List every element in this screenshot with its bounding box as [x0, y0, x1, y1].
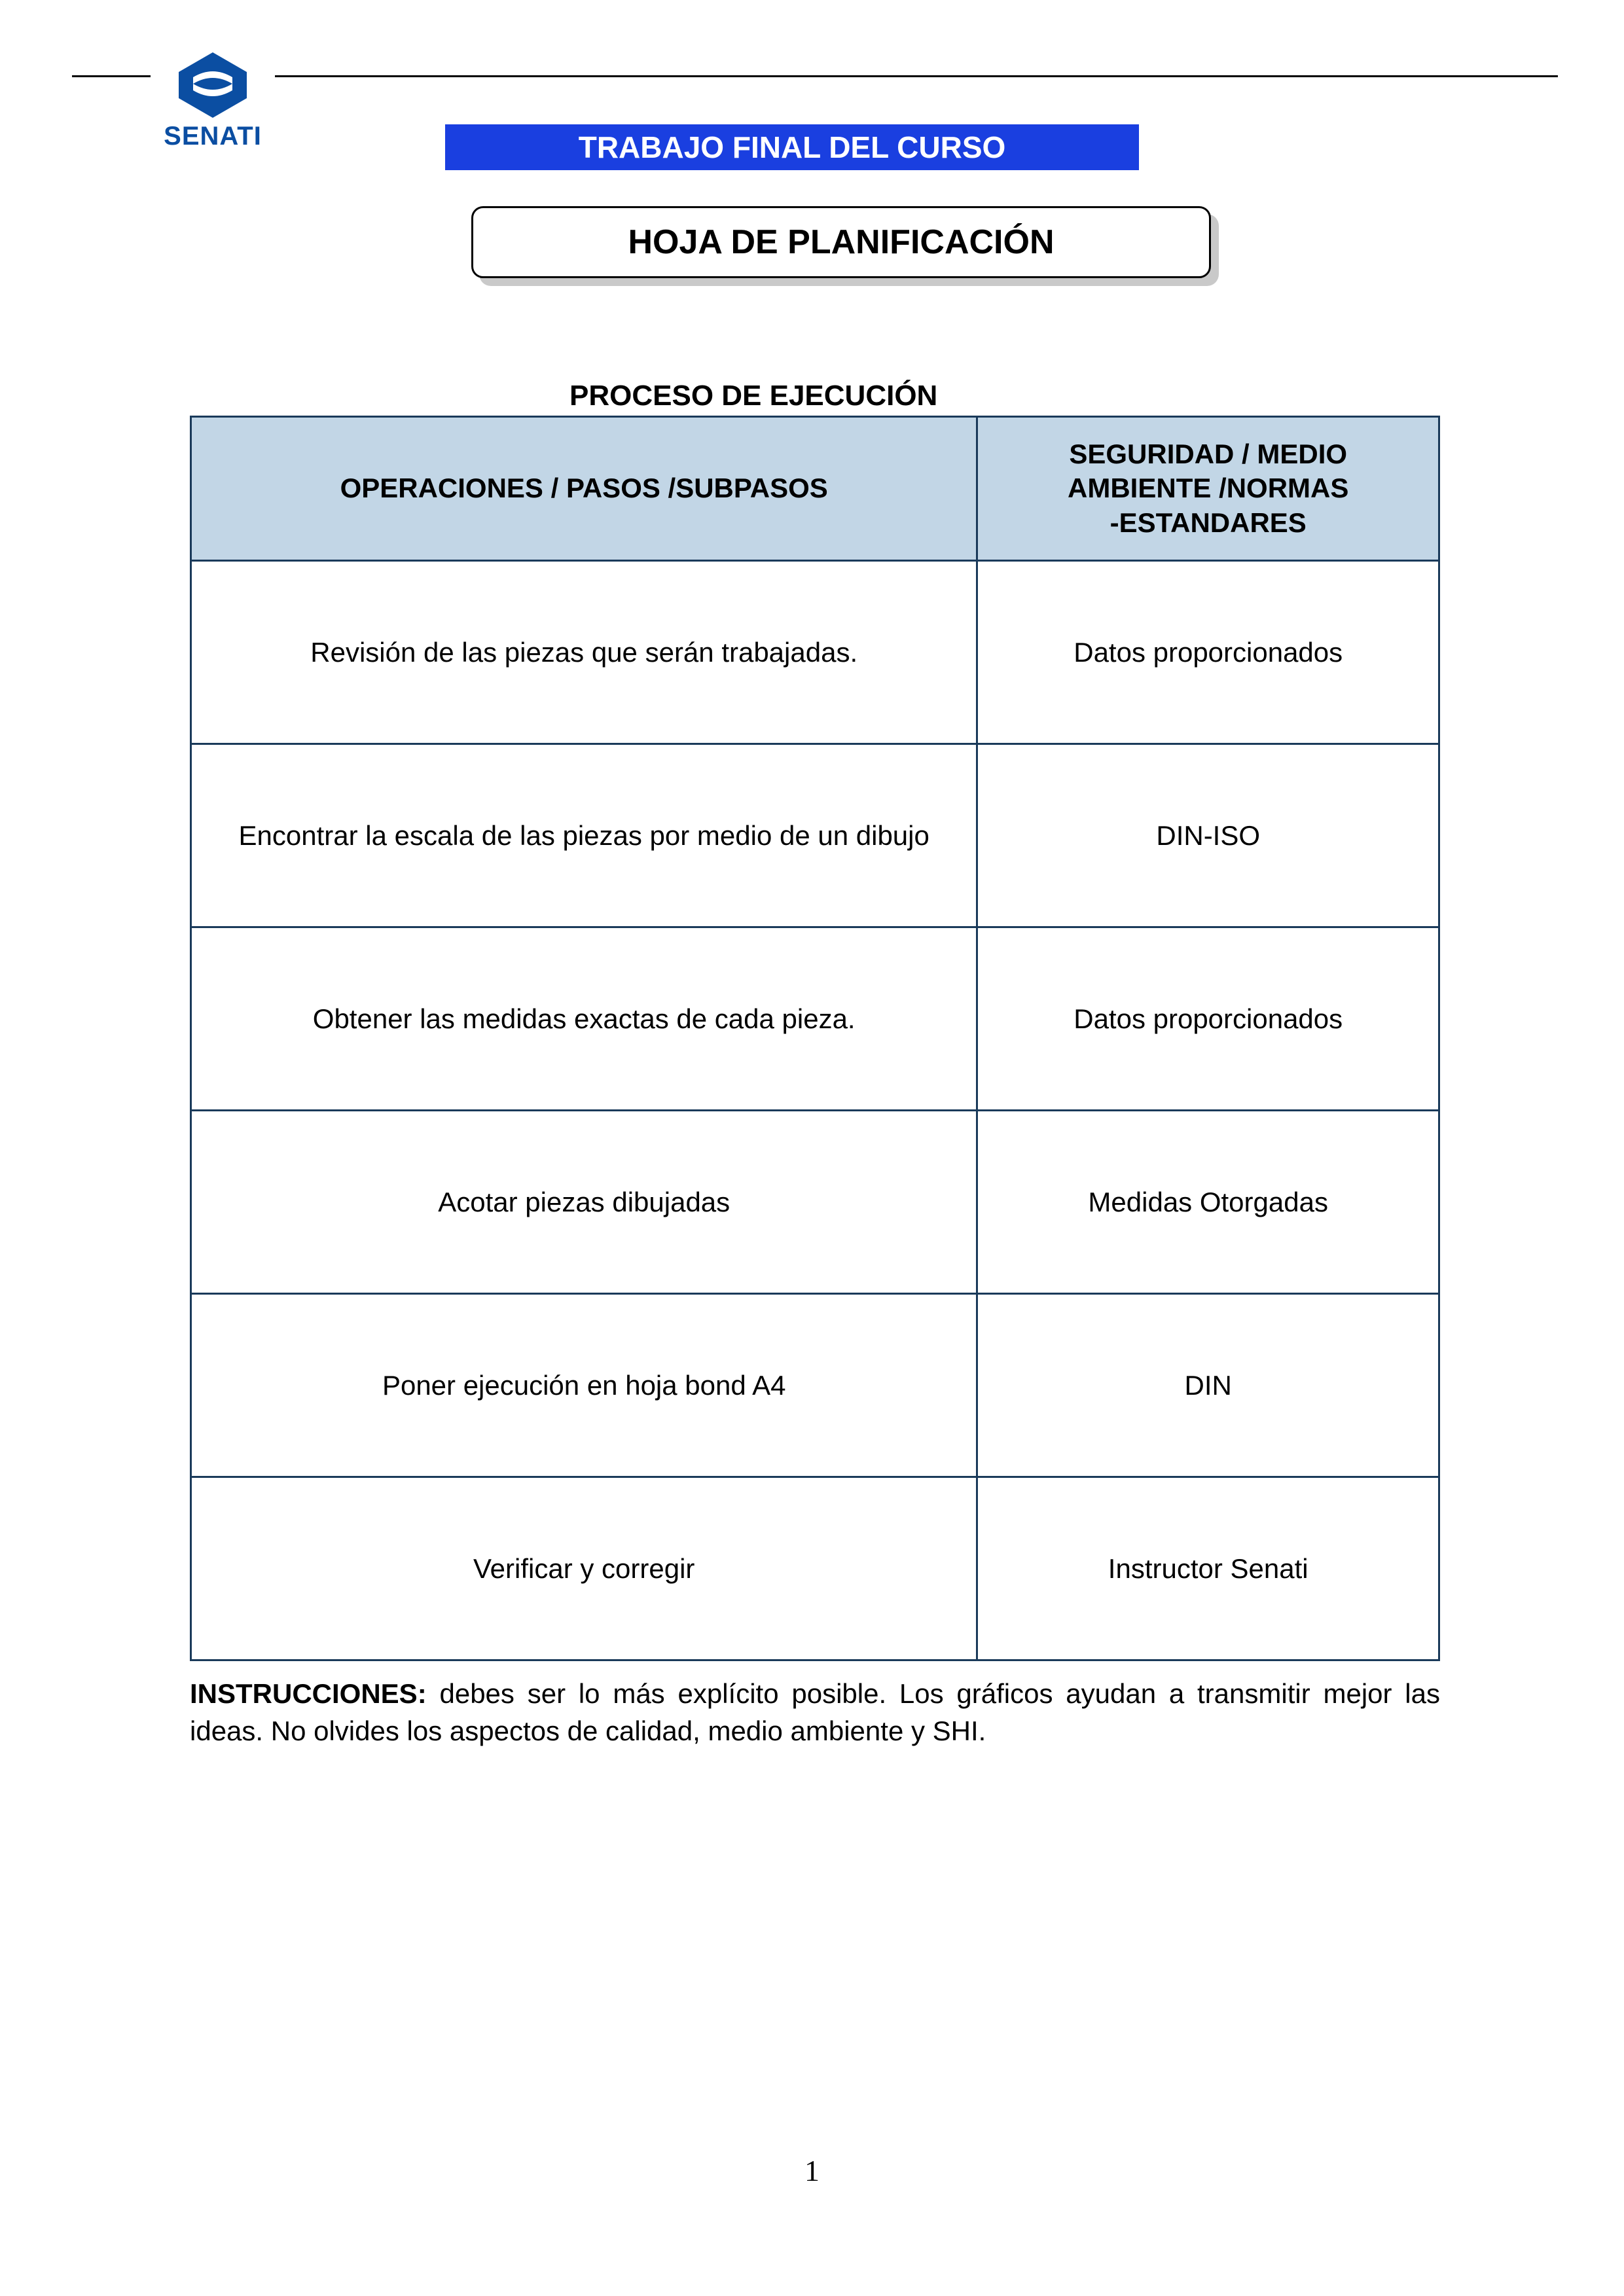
instructions-label: INSTRUCCIONES: [190, 1678, 427, 1709]
page-number: 1 [0, 2153, 1624, 2188]
planning-table: OPERACIONES / PASOS /SUBPASOS SEGURIDAD … [190, 416, 1440, 1661]
cell-standard: DIN-ISO [977, 744, 1439, 927]
page-title-box: HOJA DE PLANIFICACIÓN [471, 206, 1211, 278]
cell-standard: Instructor Senati [977, 1477, 1439, 1660]
header-rule-right [275, 75, 1558, 77]
table-row: Encontrar la escala de las piezas por me… [191, 744, 1439, 927]
col-header-standards-line3: -ESTANDARES [1110, 507, 1307, 538]
cell-operation: Encontrar la escala de las piezas por me… [191, 744, 977, 927]
cell-operation: Obtener las medidas exactas de cada piez… [191, 927, 977, 1111]
senati-logo-icon [173, 52, 252, 118]
table-row: Poner ejecución en hoja bond A4 DIN [191, 1294, 1439, 1477]
cell-standard: Medidas Otorgadas [977, 1111, 1439, 1294]
table-header-row: OPERACIONES / PASOS /SUBPASOS SEGURIDAD … [191, 417, 1439, 561]
cell-standard: Datos proporcionados [977, 561, 1439, 744]
table-row: Verificar y corregir Instructor Senati [191, 1477, 1439, 1660]
col-header-operations: OPERACIONES / PASOS /SUBPASOS [191, 417, 977, 561]
cell-standard: DIN [977, 1294, 1439, 1477]
brand-name: SENATI [154, 122, 272, 151]
page-title: HOJA DE PLANIFICACIÓN [471, 206, 1211, 278]
cell-standard: Datos proporcionados [977, 927, 1439, 1111]
brand-logo: SENATI [154, 52, 272, 151]
col-header-standards: SEGURIDAD / MEDIO AMBIENTE /NORMAS -ESTA… [977, 417, 1439, 561]
table-row: Obtener las medidas exactas de cada piez… [191, 927, 1439, 1111]
cell-operation: Verificar y corregir [191, 1477, 977, 1660]
instructions-paragraph: INSTRUCCIONES: debes ser lo más explícit… [190, 1676, 1440, 1749]
table-row: Acotar piezas dibujadas Medidas Otorgada… [191, 1111, 1439, 1294]
table-row: Revisión de las piezas que serán trabaja… [191, 561, 1439, 744]
section-heading: PROCESO DE EJECUCIÓN [569, 380, 937, 412]
col-header-standards-line1: SEGURIDAD / MEDIO [1069, 439, 1347, 469]
course-banner: TRABAJO FINAL DEL CURSO [445, 124, 1139, 170]
cell-operation: Acotar piezas dibujadas [191, 1111, 977, 1294]
col-header-standards-line2: AMBIENTE /NORMAS [1068, 473, 1348, 503]
header-rule-left [72, 75, 151, 77]
cell-operation: Revisión de las piezas que serán trabaja… [191, 561, 977, 744]
cell-operation: Poner ejecución en hoja bond A4 [191, 1294, 977, 1477]
